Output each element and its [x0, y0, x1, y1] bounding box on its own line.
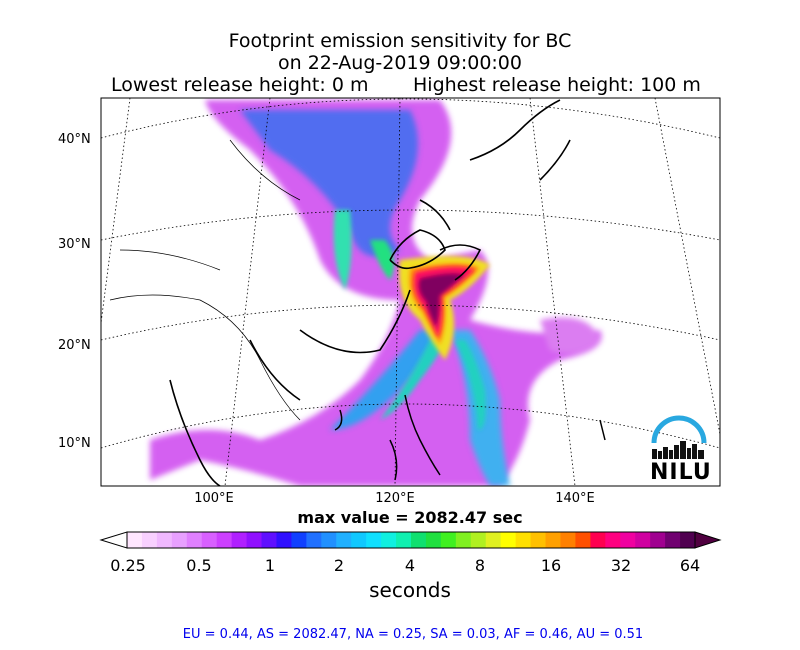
lon-label-140e: 140°E	[555, 491, 595, 506]
nilu-logo	[651, 415, 707, 459]
colorbar-tick: 0.5	[186, 556, 212, 575]
colorbar-tick: 2	[333, 556, 345, 575]
colorbar-cell	[216, 532, 233, 548]
colorbar-cell	[411, 532, 427, 548]
colorbar-cell	[530, 532, 547, 548]
colorbar-cell	[560, 532, 576, 548]
colorbar	[99, 531, 722, 549]
colorbar-cell	[351, 532, 367, 548]
colorbar-cell	[171, 532, 188, 548]
colorbar-cell	[680, 532, 696, 548]
title-line-1: Footprint emission sensitivity for BC	[228, 30, 572, 52]
max-value-label: max value = 2082.47 sec	[297, 508, 523, 527]
colorbar-label: seconds	[369, 578, 451, 602]
colorbar-tick: 64	[679, 556, 701, 575]
lat-label-30: 30°N	[58, 237, 91, 252]
colorbar-cell	[500, 532, 517, 548]
colorbar-cell	[141, 532, 158, 548]
lon-label-120e: 120°E	[375, 491, 415, 506]
colorbar-cell	[201, 532, 218, 548]
colorbar-cell	[336, 532, 352, 548]
colorbar-cell	[515, 532, 532, 548]
colorbar-cell	[650, 532, 666, 548]
colorbar-tick: 32	[610, 556, 632, 575]
colorbar-cell	[186, 532, 203, 548]
colorbar-cell	[321, 532, 337, 548]
lat-label-20: 20°N	[58, 338, 91, 353]
region-values: EU = 0.44, AS = 2082.47, NA = 0.25, SA =…	[182, 627, 644, 642]
colorbar-cell	[590, 532, 606, 548]
lowest-release-height: Lowest release height: 0 m	[111, 74, 369, 96]
colorbar-cell	[231, 532, 248, 548]
colorbar-cell	[425, 532, 442, 548]
lat-label-10: 10°N	[58, 436, 91, 451]
colorbar-cell	[665, 532, 681, 548]
colorbar-cell	[156, 532, 173, 548]
title-line-2: on 22-Aug-2019 09:00:00	[277, 52, 522, 74]
lat-label-40: 40°N	[58, 132, 91, 147]
colorbar-cell	[440, 532, 457, 548]
colorbar-cell	[246, 532, 263, 548]
colorbar-tick: 4	[404, 556, 416, 575]
colorbar-tick: 16	[540, 556, 562, 575]
colorbar-tick: 1	[264, 556, 276, 575]
colorbar-cell	[635, 532, 651, 548]
colorbar-cell	[306, 532, 322, 548]
colorbar-cell	[605, 532, 621, 548]
colorbar-cell	[545, 532, 561, 548]
colorbar-cell	[381, 532, 397, 548]
colorbar-tick: 8	[474, 556, 486, 575]
colorbar-tick: 0.25	[110, 556, 146, 575]
colorbar-cell	[291, 532, 307, 548]
colorbar-cell	[485, 532, 502, 548]
colorbar-cell	[396, 532, 412, 548]
lon-label-100e: 100°E	[194, 491, 234, 506]
colorbar-cell	[455, 532, 472, 548]
highest-release-height: Highest release height: 100 m	[413, 74, 701, 96]
colorbar-cell	[127, 532, 143, 548]
colorbar-cell	[366, 532, 382, 548]
colorbar-cell	[620, 532, 636, 548]
colorbar-cell	[470, 532, 487, 548]
colorbar-cell	[261, 532, 277, 548]
nilu-logo-text: NILU	[650, 460, 712, 485]
colorbar-cell	[276, 532, 292, 548]
colorbar-cell	[575, 532, 591, 548]
